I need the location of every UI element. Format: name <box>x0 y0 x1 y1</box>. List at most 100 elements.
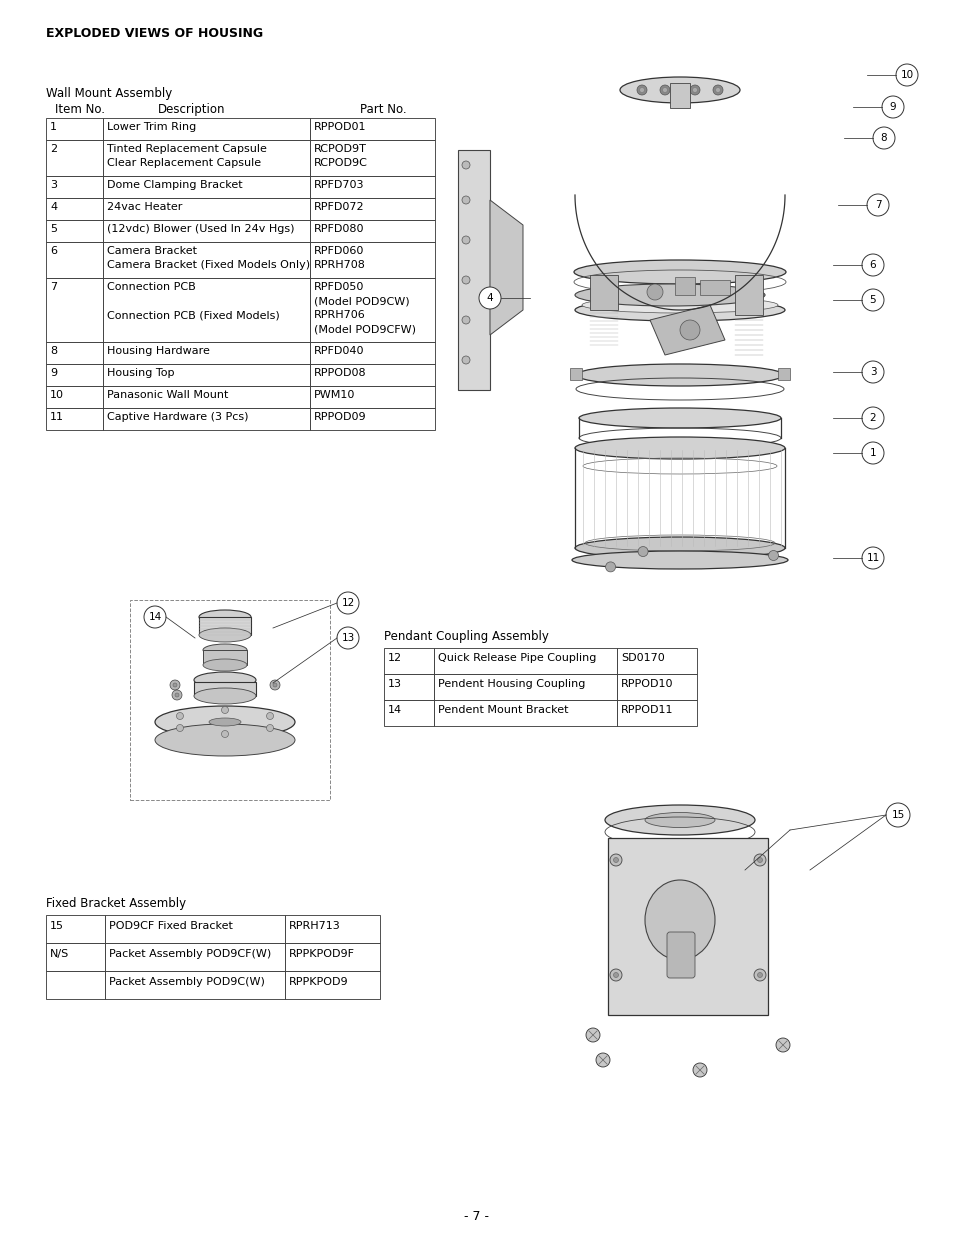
Ellipse shape <box>154 706 294 739</box>
Text: RPFD072: RPFD072 <box>314 203 364 212</box>
Circle shape <box>862 361 883 383</box>
Bar <box>384 648 434 674</box>
Bar <box>105 944 285 971</box>
Ellipse shape <box>576 364 783 387</box>
Text: Quick Release Pipe Coupling: Quick Release Pipe Coupling <box>437 653 596 663</box>
Ellipse shape <box>193 688 255 704</box>
Circle shape <box>461 161 470 169</box>
Ellipse shape <box>581 296 778 312</box>
Bar <box>103 408 310 430</box>
Ellipse shape <box>199 610 251 624</box>
Circle shape <box>712 85 722 95</box>
Text: 2: 2 <box>869 412 876 424</box>
Ellipse shape <box>203 643 247 656</box>
Circle shape <box>637 85 646 95</box>
Text: 13: 13 <box>341 634 355 643</box>
Circle shape <box>613 972 618 977</box>
Ellipse shape <box>575 437 784 459</box>
Text: Dome Clamping Bracket: Dome Clamping Bracket <box>107 180 242 190</box>
Text: 15: 15 <box>50 921 64 931</box>
Bar <box>310 387 435 408</box>
Circle shape <box>172 690 182 700</box>
Circle shape <box>172 683 177 687</box>
Bar <box>669 83 689 107</box>
Circle shape <box>170 680 180 690</box>
Bar <box>734 275 762 315</box>
Text: 13: 13 <box>388 679 401 689</box>
Bar <box>103 119 310 140</box>
Polygon shape <box>490 200 522 335</box>
Bar <box>778 368 789 380</box>
Circle shape <box>609 969 621 981</box>
Bar <box>103 242 310 278</box>
Text: Part No.: Part No. <box>359 103 406 116</box>
Bar <box>675 277 695 295</box>
Text: 15: 15 <box>890 810 903 820</box>
Bar <box>105 915 285 944</box>
Circle shape <box>266 713 274 720</box>
Text: EXPLODED VIEWS OF HOUSING: EXPLODED VIEWS OF HOUSING <box>46 27 263 40</box>
Text: 10: 10 <box>900 70 913 80</box>
Bar <box>607 839 767 1015</box>
Circle shape <box>605 562 615 572</box>
Text: 5: 5 <box>869 295 876 305</box>
Circle shape <box>596 1053 609 1067</box>
Circle shape <box>613 857 618 862</box>
Circle shape <box>646 284 662 300</box>
Circle shape <box>692 1063 706 1077</box>
Circle shape <box>336 592 358 614</box>
Text: 7: 7 <box>50 282 57 291</box>
Bar <box>384 700 434 726</box>
Bar <box>103 198 310 220</box>
Bar <box>103 364 310 387</box>
Circle shape <box>689 85 700 95</box>
Text: 3: 3 <box>50 180 57 190</box>
Text: 1: 1 <box>869 448 876 458</box>
Text: RPPKPOD9: RPPKPOD9 <box>289 977 348 987</box>
Text: Camera Bracket
Camera Bracket (Fixed Models Only): Camera Bracket Camera Bracket (Fixed Mod… <box>107 246 310 270</box>
Text: PWM10: PWM10 <box>314 390 355 400</box>
Text: N/S: N/S <box>50 948 70 960</box>
Text: RPPOD08: RPPOD08 <box>314 368 366 378</box>
Ellipse shape <box>644 813 714 827</box>
FancyBboxPatch shape <box>666 932 695 978</box>
Bar <box>434 674 617 700</box>
Bar <box>285 915 379 944</box>
Text: RCPOD9T
RCPOD9C: RCPOD9T RCPOD9C <box>314 144 368 168</box>
Circle shape <box>659 85 669 95</box>
Text: 8: 8 <box>880 133 886 143</box>
Bar <box>103 387 310 408</box>
Bar <box>310 408 435 430</box>
Text: RPFD080: RPFD080 <box>314 224 364 233</box>
Bar <box>310 242 435 278</box>
Circle shape <box>753 969 765 981</box>
Bar <box>103 140 310 177</box>
Circle shape <box>176 725 183 731</box>
Ellipse shape <box>154 724 294 756</box>
Text: RPPOD10: RPPOD10 <box>620 679 673 689</box>
Bar <box>46 387 103 408</box>
Circle shape <box>753 853 765 866</box>
Bar <box>46 342 103 364</box>
Bar <box>434 700 617 726</box>
Text: 11: 11 <box>865 553 879 563</box>
Circle shape <box>757 857 761 862</box>
Bar <box>384 674 434 700</box>
Text: RPFD050
(Model POD9CW)
RPRH706
(Model POD9CFW): RPFD050 (Model POD9CW) RPRH706 (Model PO… <box>314 282 416 333</box>
Bar <box>310 364 435 387</box>
Text: Item No.: Item No. <box>55 103 105 116</box>
Text: RPRH713: RPRH713 <box>289 921 340 931</box>
Text: Packet Assembly POD9C(W): Packet Assembly POD9C(W) <box>109 977 265 987</box>
Text: Wall Mount Assembly: Wall Mount Assembly <box>46 86 172 100</box>
Bar <box>46 944 105 971</box>
Bar <box>103 342 310 364</box>
Text: RPPOD01: RPPOD01 <box>314 122 366 132</box>
Circle shape <box>639 88 644 93</box>
Text: SD0170: SD0170 <box>620 653 664 663</box>
Bar <box>46 242 103 278</box>
Circle shape <box>461 356 470 364</box>
Bar <box>46 364 103 387</box>
Text: Tinted Replacement Capsule
Clear Replacement Capsule: Tinted Replacement Capsule Clear Replace… <box>107 144 267 168</box>
Text: 7: 7 <box>874 200 881 210</box>
Ellipse shape <box>572 551 787 569</box>
